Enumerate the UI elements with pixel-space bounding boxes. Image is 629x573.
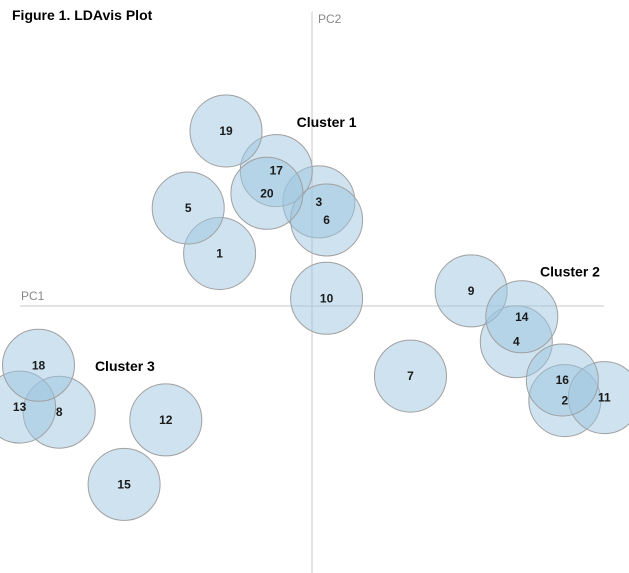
topic-bubble-20[interactable] xyxy=(230,156,304,230)
topic-label-19: 19 xyxy=(219,124,233,138)
topic-bubble-15[interactable] xyxy=(87,447,161,521)
cluster-label-2: Cluster 2 xyxy=(540,264,600,280)
topic-label-18: 18 xyxy=(32,358,46,372)
cluster-label-1: Cluster 1 xyxy=(297,114,357,130)
topic-label-9: 9 xyxy=(468,284,475,298)
topic-label-10: 10 xyxy=(320,291,334,305)
pc2-axis-label: PC2 xyxy=(318,12,342,26)
topic-label-16: 16 xyxy=(556,373,570,387)
pc1-axis-label: PC1 xyxy=(21,289,45,303)
topic-bubble-10[interactable] xyxy=(290,261,364,335)
topic-label-13: 13 xyxy=(13,400,27,414)
topic-label-11: 11 xyxy=(598,391,611,405)
topic-label-1: 1 xyxy=(216,247,223,261)
cluster-labels: Cluster 1 Cluster 2 Cluster 3 xyxy=(95,114,600,374)
topic-bubble-12[interactable] xyxy=(129,383,203,457)
topic-bubble-5[interactable] xyxy=(151,171,225,245)
topic-label-2: 2 xyxy=(561,394,568,408)
figure-title: Figure 1. LDAvis Plot xyxy=(12,7,153,23)
topic-label-7: 7 xyxy=(407,369,414,383)
topic-label-3: 3 xyxy=(316,195,323,209)
topic-label-5: 5 xyxy=(185,201,192,215)
cluster-label-3: Cluster 3 xyxy=(95,358,155,374)
topic-label-17: 17 xyxy=(270,164,284,178)
topic-bubble-19[interactable] xyxy=(189,94,263,168)
topic-label-4: 4 xyxy=(513,335,520,349)
topic-bubble-7[interactable] xyxy=(374,339,447,413)
topic-label-14: 14 xyxy=(515,310,529,324)
topic-bubble-18[interactable] xyxy=(2,328,75,402)
topic-bubble-14[interactable] xyxy=(485,280,559,354)
topic-label-8: 8 xyxy=(56,405,63,419)
topic-label-15: 15 xyxy=(117,477,131,491)
topic-label-6: 6 xyxy=(323,213,330,227)
topic-bubble-16[interactable] xyxy=(525,343,599,417)
topic-label-12: 12 xyxy=(159,413,173,427)
topic-label-20: 20 xyxy=(260,186,274,200)
